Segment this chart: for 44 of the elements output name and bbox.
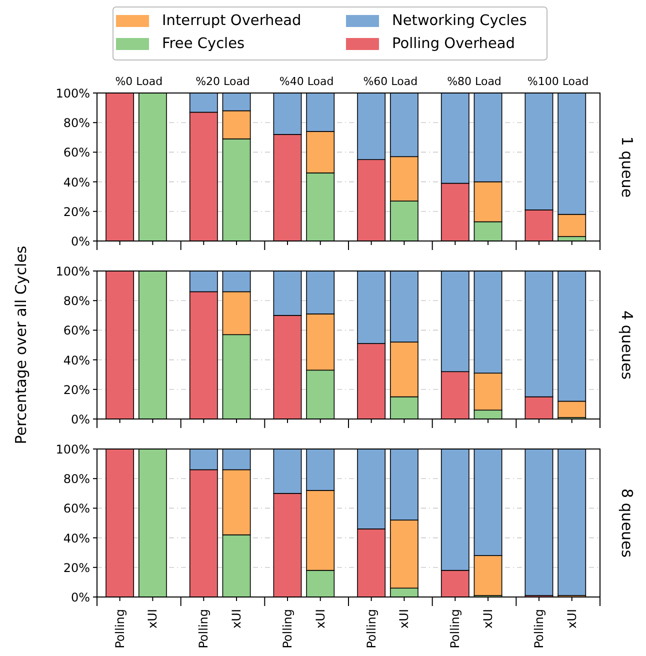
legend-label: Free Cycles: [162, 36, 245, 52]
text: %0 Load: [115, 75, 163, 88]
y-tick-label: 20%: [63, 204, 90, 219]
y-tick-label: 40%: [63, 175, 90, 190]
x-tick-label: Polling: [112, 609, 127, 648]
y-tick-label: 100%: [56, 264, 90, 278]
y-axis-title: Percentage over all Cycles: [12, 246, 30, 444]
y-tick-label: 20%: [63, 560, 90, 575]
x-tick-label: xUI: [481, 609, 496, 628]
legend-label: Interrupt Overhead: [162, 13, 302, 29]
text: %40 Load: [279, 75, 334, 88]
y2-axis-title: 4 queues: [618, 310, 636, 380]
x-tick-label: Polling: [280, 609, 294, 648]
x-tick-label: xUI: [397, 609, 412, 628]
y-tick-label: 80%: [63, 116, 90, 130]
y-tick-label: 40%: [63, 353, 90, 368]
y-tick-label: 0%: [70, 412, 90, 426]
y2-axis-title: 8 queues: [618, 488, 636, 558]
y-tick-label: 60%: [63, 502, 90, 516]
legend-label: Networking Cycles: [392, 13, 527, 29]
text: %80 Load: [447, 75, 502, 88]
legend-label: Polling Overhead: [392, 36, 516, 52]
y-tick-label: 60%: [63, 146, 90, 160]
x-tick-label: xUI: [564, 609, 579, 628]
x-tick-label: xUI: [313, 609, 328, 628]
x-tick-label: Polling: [532, 609, 546, 648]
x-tick-label: Polling: [364, 609, 378, 648]
x-tick-label: Polling: [196, 609, 211, 648]
y-tick-label: 0%: [70, 234, 90, 248]
y-tick-label: 0%: [70, 590, 90, 604]
x-tick-label: Polling: [448, 609, 462, 648]
y-tick-label: 80%: [63, 472, 90, 486]
y-tick-label: 100%: [56, 86, 90, 100]
text: %100 Load: [527, 75, 589, 88]
y-tick-label: 60%: [63, 324, 90, 338]
text: %20 Load: [196, 75, 250, 88]
x-tick-label: xUI: [146, 609, 160, 628]
y-tick-label: 80%: [63, 294, 90, 308]
y-tick-label: 40%: [63, 531, 90, 546]
y2-axis-title: 1 queue: [618, 136, 636, 198]
text: %60 Load: [363, 75, 418, 88]
x-tick-label: xUI: [230, 609, 244, 628]
y-tick-label: 20%: [63, 382, 90, 397]
y-tick-label: 100%: [56, 442, 90, 456]
